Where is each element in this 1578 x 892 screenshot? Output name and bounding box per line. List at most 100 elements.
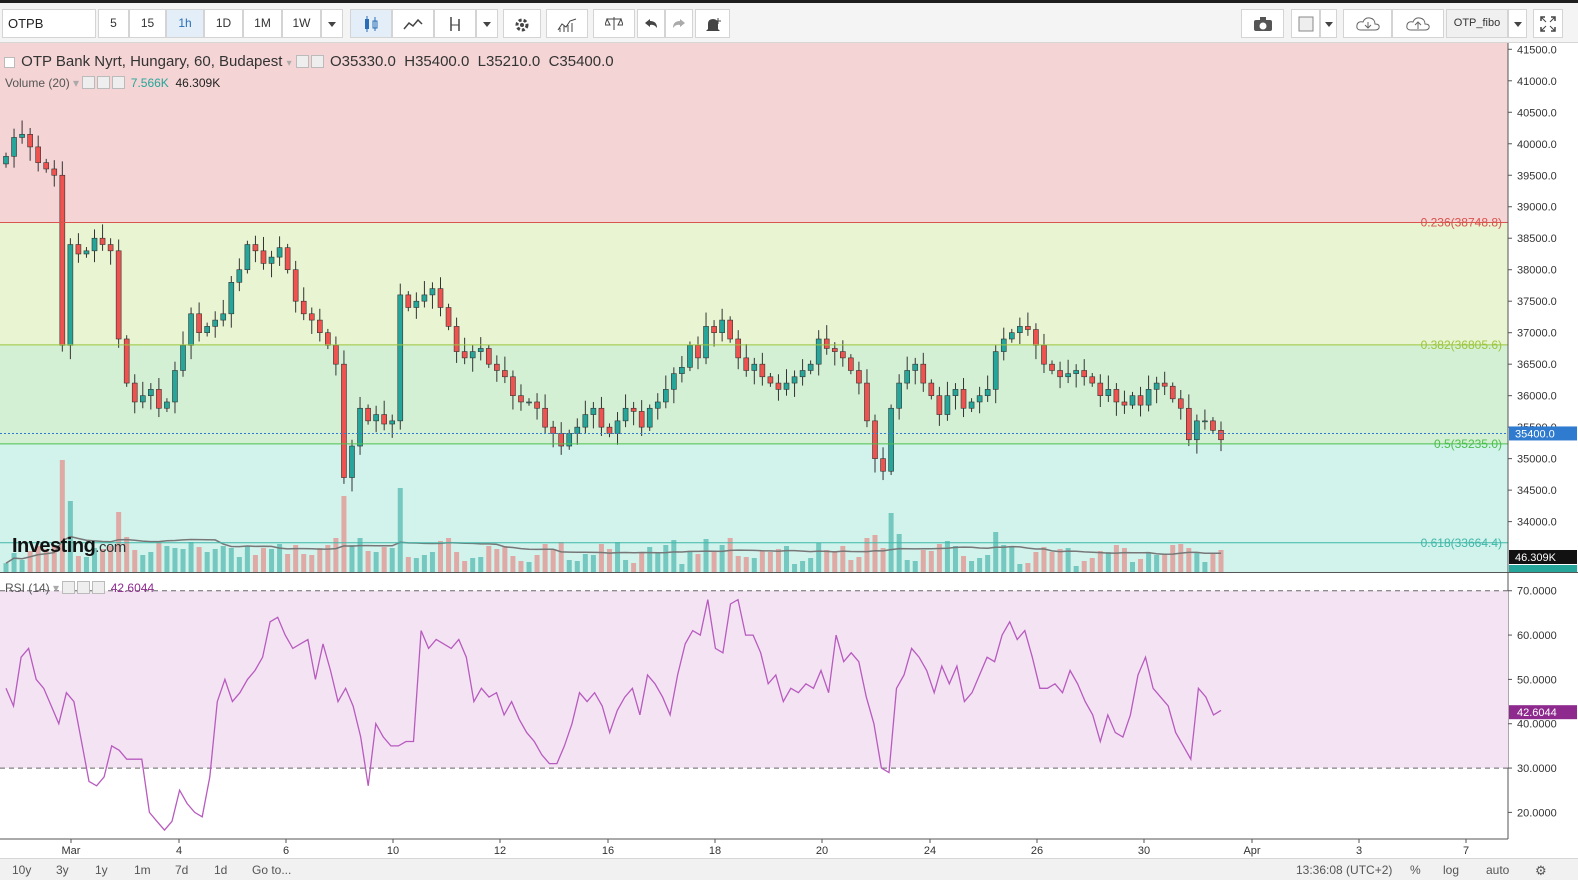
settings-button[interactable] xyxy=(503,9,541,38)
price-axis[interactable]: 34000.034500.035000.035500.036000.036500… xyxy=(0,43,1578,839)
candle-body xyxy=(51,168,58,176)
candle-body xyxy=(317,319,323,333)
layout-name-field[interactable]: OTP_fibo xyxy=(1446,9,1508,38)
log-toggle[interactable]: log xyxy=(1443,863,1460,877)
rsi-axis[interactable]: 20.0000 30.0000 40.0000 50.0000 60.0000 70.00… xyxy=(1508,586,1577,820)
close-icon[interactable] xyxy=(112,76,126,89)
alert-button[interactable] xyxy=(695,9,730,38)
volume-bar xyxy=(1178,544,1184,572)
candle-body xyxy=(1177,398,1184,409)
save-layout-button[interactable] xyxy=(1392,9,1444,38)
volume-bar xyxy=(317,548,323,572)
volume-bar xyxy=(711,552,717,572)
candle-body xyxy=(365,407,371,422)
interval-15-button[interactable]: 15 xyxy=(129,9,166,38)
range-1d-button[interactable]: 1d xyxy=(214,863,228,877)
close-icon[interactable] xyxy=(92,581,106,594)
volume-bar xyxy=(534,555,540,572)
gear-icon[interactable] xyxy=(77,581,91,594)
redo-button[interactable] xyxy=(665,9,693,38)
chevron-down-icon[interactable]: ▾ xyxy=(73,76,80,90)
candle-body xyxy=(952,389,959,396)
gear-icon[interactable] xyxy=(310,55,324,68)
chart-area[interactable]: 0.236(38748.8) 0.382(36805.6) 0.5(35235.0)… xyxy=(0,43,1578,858)
eye-icon[interactable] xyxy=(295,55,309,68)
candle-body xyxy=(1145,389,1152,406)
interval-dropdown-button[interactable] xyxy=(321,9,343,38)
eye-icon[interactable] xyxy=(82,76,96,89)
interval-5-button[interactable]: 5 xyxy=(98,9,129,38)
volume-bar xyxy=(816,543,822,572)
candle-body xyxy=(75,244,82,255)
fill-color-button[interactable] xyxy=(1291,9,1320,38)
volume-bar xyxy=(1097,551,1103,572)
candle-body xyxy=(671,373,677,390)
chevron-down-icon[interactable]: ▾ xyxy=(286,58,292,69)
volume-bar xyxy=(236,557,242,572)
range-3y-button[interactable]: 3y xyxy=(56,863,69,877)
volume-bar xyxy=(43,549,49,572)
volume-bar xyxy=(180,549,186,572)
range-1y-button[interactable]: 1y xyxy=(95,863,108,877)
candle-body xyxy=(912,363,919,371)
candle-body xyxy=(622,407,629,422)
range-7d-button[interactable]: 7d xyxy=(175,863,189,877)
interval-1m-button[interactable]: 1M xyxy=(243,9,282,38)
price-axis-background xyxy=(1508,43,1578,572)
rsi-tick-label: 40.0000 xyxy=(1517,719,1557,731)
gear-icon[interactable]: ⚙ xyxy=(1535,863,1547,878)
candle-body xyxy=(1057,370,1063,378)
candles-style-button[interactable] xyxy=(350,9,392,38)
candle-body xyxy=(976,395,983,403)
open-value: 35330.0 xyxy=(341,53,396,70)
rsi-band-fill xyxy=(0,590,1508,769)
price-tick-label: 39500.0 xyxy=(1517,170,1557,182)
volume-bar xyxy=(341,496,347,572)
volume-bar xyxy=(357,538,363,572)
layout-dropdown-button[interactable] xyxy=(1508,9,1527,38)
candle-body xyxy=(1169,385,1176,400)
candle-body xyxy=(542,407,548,428)
time-tick-label: 4 xyxy=(176,845,182,857)
price-tick-label: 37500.0 xyxy=(1517,296,1557,308)
volume-bar xyxy=(446,538,452,572)
range-10y-button[interactable]: 10y xyxy=(12,863,32,877)
compare-button[interactable] xyxy=(434,9,476,38)
percent-toggle[interactable]: % xyxy=(1410,863,1421,877)
fill-color-dropdown-button[interactable] xyxy=(1320,9,1337,38)
goto-button[interactable]: Go to... xyxy=(252,863,292,877)
compare-scales-button[interactable] xyxy=(593,9,635,38)
fullscreen-button[interactable] xyxy=(1533,9,1563,38)
fibonacci-labels: 0.236(38748.8) 0.382(36805.6) 0.5(35235.0)… xyxy=(0,216,1508,550)
candle-body xyxy=(590,407,597,415)
symbol-input[interactable]: OTPB xyxy=(2,9,96,38)
candle-body xyxy=(1041,344,1047,365)
compare-dropdown-button[interactable] xyxy=(476,9,498,38)
indicators-button[interactable] xyxy=(546,9,588,38)
auto-toggle[interactable]: auto xyxy=(1486,863,1510,877)
candle-body xyxy=(485,348,492,365)
volume-bar xyxy=(19,560,25,572)
volume-bar xyxy=(421,555,427,572)
interval-1d-button[interactable]: 1D xyxy=(204,9,243,38)
time-axis[interactable]: Mar 4 6 10 12 16 18 20 24 26 30 Apr 3 7 xyxy=(0,838,1508,857)
volume-bar xyxy=(969,561,975,572)
candle-body xyxy=(188,313,194,346)
indicators-chart-button[interactable] xyxy=(392,9,434,38)
volume-bar xyxy=(301,554,307,572)
snapshot-button[interactable] xyxy=(1241,9,1284,38)
undo-button[interactable] xyxy=(637,9,665,38)
cloud-upload-icon xyxy=(1406,17,1430,31)
gear-icon[interactable] xyxy=(97,76,111,89)
candle-body xyxy=(518,395,524,403)
eye-icon[interactable] xyxy=(62,581,76,594)
range-1m-button[interactable]: 1m xyxy=(134,863,151,877)
interval-1w-button[interactable]: 1W xyxy=(282,9,321,38)
load-layout-button[interactable] xyxy=(1343,9,1392,38)
chevron-down-icon[interactable]: ▾ xyxy=(53,581,60,595)
collapse-icon[interactable] xyxy=(4,57,15,68)
candle-body xyxy=(405,294,412,308)
interval-1h-button[interactable]: 1h xyxy=(166,9,204,38)
candle-body xyxy=(1218,430,1224,441)
volume-bar xyxy=(373,552,379,572)
